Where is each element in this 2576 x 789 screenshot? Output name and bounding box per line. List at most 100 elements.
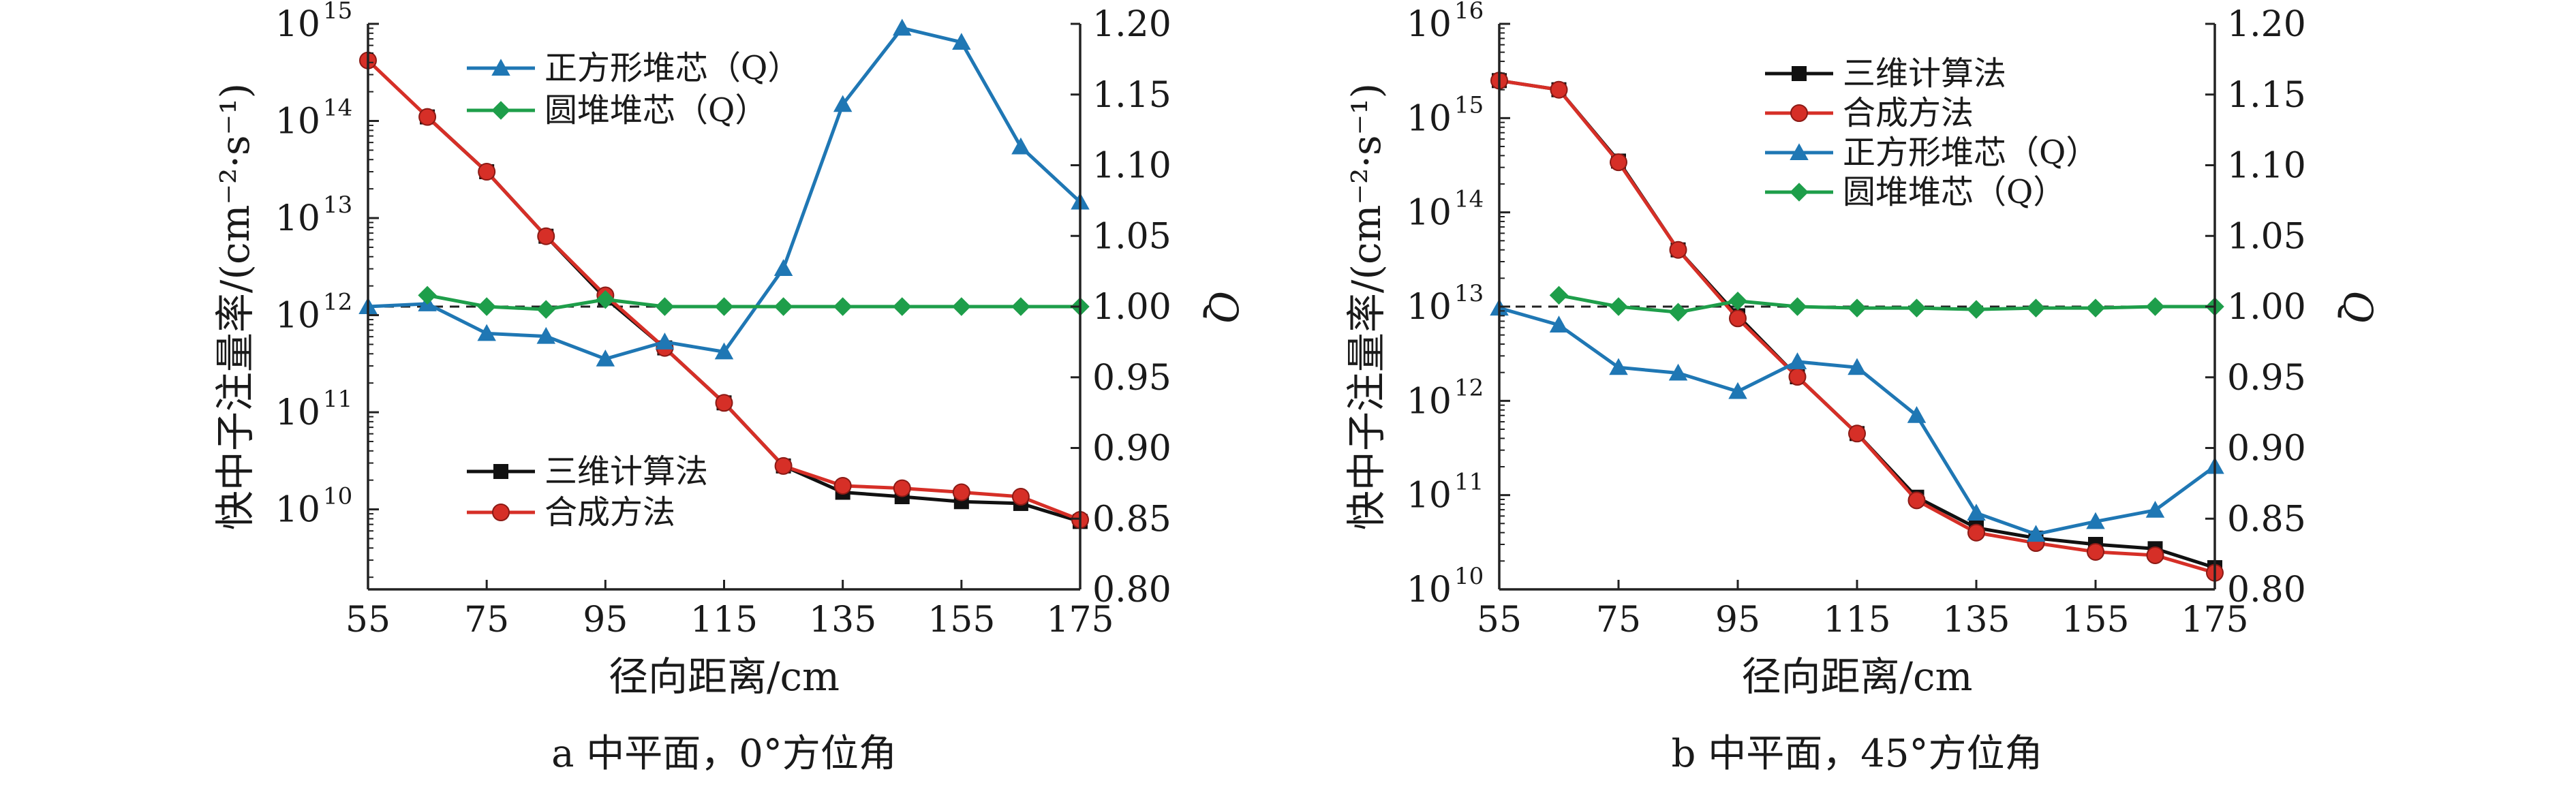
y-tick-label: 10 [1407,381,1452,422]
x-tick-label: 175 [1046,600,1114,640]
data-point [893,18,912,36]
y2-tick-label: 0.80 [1092,570,1171,610]
data-point [1728,382,1747,399]
series-line [427,293,1080,311]
y-tick-label: 10 [1407,476,1452,516]
data-point [774,457,793,475]
figure-caption: a 中平面，0°方位角 [551,732,897,776]
x-tick-label: 55 [1477,600,1522,640]
series-正方形堆芯（Q） [358,18,1090,367]
y-tick-label: 10 [1407,193,1452,234]
legend-entry: 正方形堆芯（Q） [1843,134,2098,172]
data-point [596,350,615,367]
data-point [714,342,734,360]
y2-tick-label: 0.80 [2227,570,2306,610]
data-point [1907,406,1927,423]
data-point [1669,241,1687,259]
legend-marker [1790,104,1808,122]
series-合成方法 [1490,72,2224,582]
data-point [1011,488,1030,506]
data-point [1011,137,1030,155]
data-point [2145,297,2165,316]
data-point [2145,501,2165,518]
y-tick-exponent: 10 [1454,563,1484,590]
data-point [1609,297,1628,316]
y-tick-label: 10 [275,4,320,45]
data-point [655,332,675,350]
x-tick-label: 175 [2181,600,2248,640]
data-point [893,479,911,497]
data-point [715,394,733,412]
legend: 正方形堆芯（Q） 圆堆堆芯（Q） [467,49,800,129]
y-tick-exponent: 15 [323,0,352,25]
y-tick-label: 10 [1407,287,1452,328]
y-tick-exponent: 10 [323,483,352,510]
y-tick-exponent: 12 [323,289,352,316]
data-point [833,95,853,112]
data-point [477,297,496,316]
legend-entry: 合成方法 [1843,94,1974,132]
y-axis-label: 快中子注量率/(cm⁻²·s⁻¹) [1343,83,1390,530]
series-line [1559,293,2215,314]
legend-marker [1790,183,1809,202]
y-tick-exponent: 11 [1454,469,1484,496]
legend-marker [492,504,510,521]
y-tick-label: 10 [275,296,320,337]
legend-entry: 圆堆堆芯（Q） [1843,173,2066,211]
data-point [893,297,912,316]
legend-marker [1792,66,1807,81]
y-tick-label: 10 [1407,4,1452,45]
y2-tick-label: 1.00 [1092,287,1171,328]
data-point [537,227,555,245]
legend-marker [491,59,510,76]
y-tick-label: 10 [275,102,320,142]
series-line [1499,306,2216,536]
data-point [1549,285,1569,305]
y-tick-exponent: 12 [1454,374,1484,401]
series-line [426,115,1081,523]
data-point [1011,297,1030,316]
data-point [1967,504,1986,521]
y2-tick-label: 0.95 [1092,358,1171,399]
data-point [1609,358,1628,375]
y2-tick-label: 1.15 [2227,75,2306,116]
y-tick-exponent: 13 [323,191,352,219]
x-tick-label: 155 [927,600,995,640]
x-axis-label: 径向距离/cm [609,653,840,700]
x-tick-label: 115 [1823,600,1890,640]
data-point [773,297,793,316]
data-point [2026,298,2046,318]
y-tick-label: 10 [1407,98,1452,139]
y-axis-label: 快中子注量率/(cm⁻²·s⁻¹) [212,83,258,530]
data-point [1610,153,1627,172]
y2-tick-label: 1.05 [2227,216,2306,257]
data-point [536,300,555,319]
y2-tick-label: 1.10 [1092,146,1171,187]
data-point [1668,303,1688,322]
y2-tick-label: 0.95 [2227,358,2306,399]
data-point [952,33,971,50]
data-point [418,285,437,305]
y2-axis-label: Q [2335,290,2381,323]
data-point [596,290,615,309]
legend-marker [493,464,508,479]
figure-caption: b 中平面，45°方位角 [1672,732,2043,776]
x-axis-label: 径向距离/cm [1741,653,1972,700]
data-point [1788,368,1807,386]
series-正方形堆芯（Q） [1490,298,2224,542]
data-point [833,476,852,495]
data-point [1729,309,1747,328]
legend-marker [1790,143,1809,160]
x-tick-label: 135 [1942,600,2010,640]
y-tick-label: 10 [275,490,320,531]
data-point [714,297,734,316]
data-point [418,108,437,126]
series-圆堆堆芯（Q） [1549,285,2224,322]
y-tick-exponent: 11 [323,386,352,413]
y2-tick-label: 1.00 [2227,287,2306,328]
y-tick-exponent: 14 [1454,186,1484,213]
data-point [1967,300,1986,319]
